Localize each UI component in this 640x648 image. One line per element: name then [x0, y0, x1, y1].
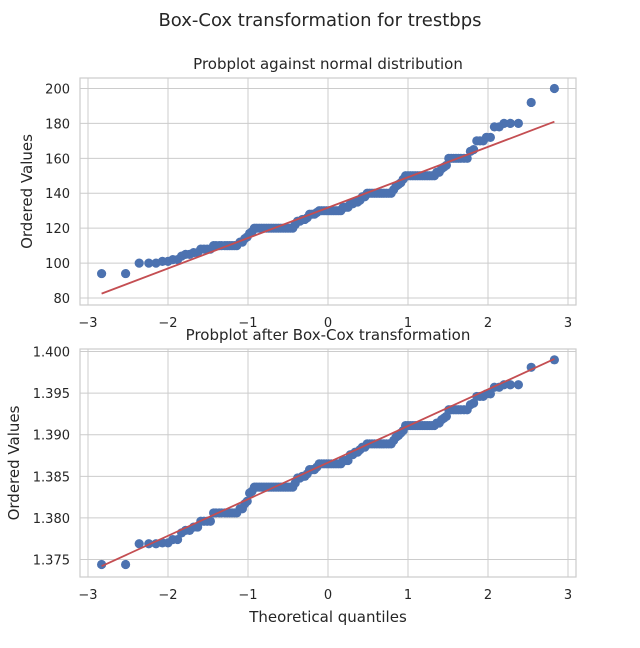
data-point [505, 380, 515, 390]
x-tick-label: −1 [238, 588, 257, 603]
y-axis-label: Ordered Values [18, 134, 36, 249]
data-point [526, 362, 536, 372]
data-point [121, 559, 131, 570]
subplot-title: Probplot against normal distribution [193, 55, 463, 73]
axes-frame [79, 77, 577, 306]
x-tick-label: −2 [158, 316, 177, 331]
x-tick-label: 3 [564, 588, 572, 603]
y-tick-label: 1.390 [33, 429, 70, 444]
y-tick-label: 1.395 [33, 387, 70, 402]
data-point [97, 268, 107, 279]
x-axis-label: Theoretical quantiles [248, 608, 407, 626]
data-point [505, 118, 515, 128]
subplot-title: Probplot after Box-Cox transformation [186, 326, 471, 344]
data-point [97, 559, 107, 570]
plot-top: −3 −2 −1 0 1 2 3 80 100 120 140 160 180 200 Probplot a… [18, 55, 577, 331]
x-tick-label: −3 [78, 588, 97, 603]
y-tick-label: 1.375 [33, 554, 70, 569]
y-tick-label: 1.400 [33, 345, 70, 360]
x-tick-label: −3 [78, 316, 97, 331]
y-tick-label: 1.380 [33, 512, 70, 527]
figure-title: Box-Cox transformation for trestbps [158, 10, 481, 31]
x-tick-label: 1 [404, 588, 412, 603]
x-tick-label: 2 [484, 316, 492, 331]
y-axis-label: Ordered Values [5, 405, 23, 520]
x-tick-label: 0 [324, 588, 332, 603]
data-point [549, 83, 560, 94]
data-point [499, 118, 509, 128]
y-tick-label: 140 [45, 187, 70, 202]
x-tick-label: 1 [404, 316, 412, 331]
axes-frame [79, 348, 577, 578]
data-point [513, 118, 524, 128]
data-point [485, 389, 495, 399]
data-point [144, 258, 154, 268]
y-tick-label: 120 [45, 222, 70, 237]
data-point [205, 516, 215, 526]
data-point [134, 539, 144, 549]
fit-line [101, 358, 555, 568]
data-point [513, 380, 524, 390]
data-point [173, 534, 183, 545]
fit-line [101, 120, 555, 295]
x-tick-label: 2 [484, 588, 492, 603]
x-tick-label: 0 [324, 316, 332, 331]
data-point [121, 268, 131, 279]
x-tick-label: −1 [238, 316, 257, 331]
plot-bottom: −3 −2 −1 0 1 2 3 1.375 1.380 1.385 1.390 1.395 1.400… [5, 326, 577, 626]
x-tick-label: 3 [564, 316, 572, 331]
x-tick-label: −2 [158, 588, 177, 603]
data-point [134, 258, 144, 268]
y-tick-label: 100 [45, 257, 70, 272]
y-tick-label: 160 [45, 152, 70, 167]
y-tick-label: 1.385 [33, 470, 70, 485]
y-tick-label: 180 [45, 117, 70, 132]
data-point [526, 97, 536, 108]
y-tick-label: 200 [45, 82, 70, 97]
y-tick-label: 80 [53, 292, 70, 307]
data-point [485, 132, 495, 142]
